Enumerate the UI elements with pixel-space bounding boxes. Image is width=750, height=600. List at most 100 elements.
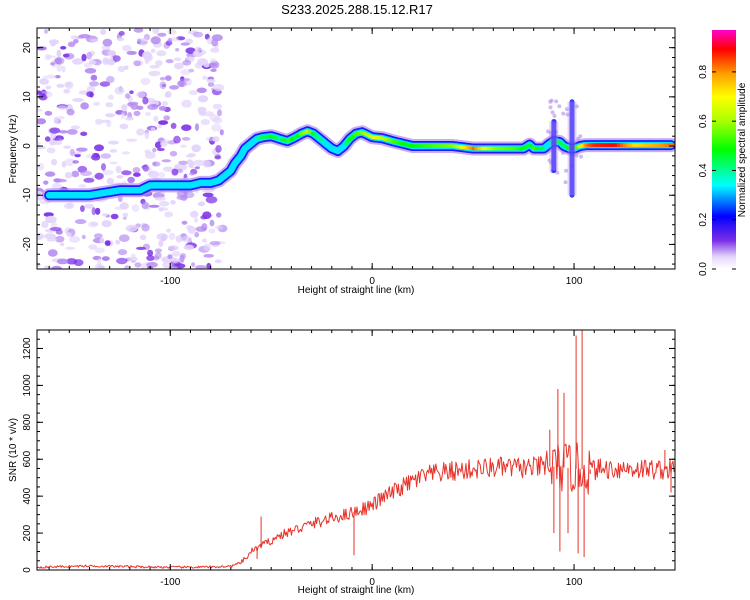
noise-blob xyxy=(56,258,69,265)
noise-blob xyxy=(64,172,73,179)
noise-blob xyxy=(45,91,53,98)
colorbar-tick-label: 0.8 xyxy=(698,65,709,79)
noise-blob xyxy=(197,201,206,207)
noise-blob xyxy=(80,205,85,213)
noise-blob xyxy=(74,153,81,158)
noise-blob xyxy=(194,46,202,53)
noise-blob xyxy=(37,234,43,240)
noise-blob xyxy=(136,246,146,250)
spectrogram-xlabel: Height of straight line (km) xyxy=(298,285,415,296)
snr-series xyxy=(37,330,675,569)
noise-blob xyxy=(564,107,569,112)
noise-blob xyxy=(552,113,557,118)
noise-blob xyxy=(62,53,70,58)
noise-blob xyxy=(169,150,178,157)
noise-blob xyxy=(215,225,223,230)
snr-frame xyxy=(36,329,676,571)
spectrogram-noise-layer xyxy=(37,28,583,269)
noise-blob xyxy=(203,243,212,251)
noise-blob xyxy=(64,81,72,88)
noise-blob xyxy=(63,89,71,94)
noise-blob xyxy=(84,62,93,68)
noise-blob xyxy=(170,200,176,205)
noise-blob xyxy=(94,144,104,152)
noise-blob xyxy=(150,48,156,53)
snr-ytick-label: 600 xyxy=(22,450,33,467)
noise-blob xyxy=(86,51,92,60)
snr-ytick-label: 1200 xyxy=(22,337,33,360)
noise-blob xyxy=(61,65,66,73)
noise-blob xyxy=(133,172,141,177)
noise-blob xyxy=(44,29,49,34)
noise-blob xyxy=(56,83,65,88)
noise-blob xyxy=(70,125,80,130)
noise-blob xyxy=(133,28,144,33)
noise-blob xyxy=(117,65,126,73)
noise-blob xyxy=(88,221,98,228)
noise-blob xyxy=(578,134,583,139)
noise-blob xyxy=(86,85,96,94)
noise-blob xyxy=(158,239,164,248)
spectrogram-ytick-label: 10 xyxy=(22,91,33,103)
noise-blob xyxy=(153,115,159,122)
noise-blob xyxy=(129,90,134,94)
noise-blob xyxy=(557,104,562,109)
noise-blob xyxy=(139,234,147,241)
noise-blob xyxy=(193,159,206,166)
noise-blob xyxy=(193,217,199,223)
noise-blob xyxy=(37,262,41,267)
noise-blob xyxy=(157,124,162,129)
noise-blob xyxy=(149,65,160,69)
noise-blob xyxy=(73,38,79,44)
noise-blob xyxy=(154,255,159,261)
noise-blob xyxy=(66,129,78,135)
noise-blob xyxy=(110,213,119,220)
noise-blob xyxy=(171,37,179,42)
colorbar-ticks: 0.0 0.2 0.4 0.6 0.8 xyxy=(698,65,736,276)
noise-blob xyxy=(158,200,170,207)
noise-blob xyxy=(144,131,150,140)
noise-blob xyxy=(93,233,103,239)
noise-blob xyxy=(66,232,72,237)
noise-blob xyxy=(157,147,165,152)
noise-blob xyxy=(137,38,142,44)
noise-blob xyxy=(181,220,188,225)
noise-blob xyxy=(121,151,131,155)
noise-blob xyxy=(163,115,171,121)
noise-blob xyxy=(59,130,69,134)
noise-blob xyxy=(89,81,99,87)
noise-blob xyxy=(554,99,559,104)
noise-blob xyxy=(51,265,62,269)
noise-blob xyxy=(209,219,215,227)
noise-blob xyxy=(72,160,79,164)
noise-blob xyxy=(164,75,172,81)
noise-blob xyxy=(181,99,192,108)
noise-blob xyxy=(128,101,139,106)
noise-blob xyxy=(95,118,103,125)
noise-blob xyxy=(80,131,88,136)
noise-blob xyxy=(78,34,91,39)
noise-blob xyxy=(67,41,76,48)
noise-blob xyxy=(205,196,218,204)
noise-blob xyxy=(216,212,222,218)
noise-blob xyxy=(106,58,116,66)
noise-blob xyxy=(115,239,121,245)
noise-blob xyxy=(37,118,47,125)
noise-blob xyxy=(158,207,164,212)
noise-blob xyxy=(109,161,118,165)
noise-blob xyxy=(579,154,583,159)
noise-blob xyxy=(202,238,207,243)
noise-blob xyxy=(118,234,130,242)
noise-blob xyxy=(125,116,134,121)
colorbar-tick-label: 0.4 xyxy=(698,163,709,177)
noise-blob xyxy=(178,160,189,165)
noise-blob xyxy=(133,110,141,117)
noise-blob xyxy=(136,91,146,98)
noise-blob xyxy=(213,84,225,92)
noise-blob xyxy=(186,159,193,164)
noise-blob xyxy=(119,202,129,210)
spectrogram-ytick-label: 20 xyxy=(22,42,33,54)
noise-blob xyxy=(167,245,179,251)
snr-xtick-label: 0 xyxy=(369,577,375,588)
